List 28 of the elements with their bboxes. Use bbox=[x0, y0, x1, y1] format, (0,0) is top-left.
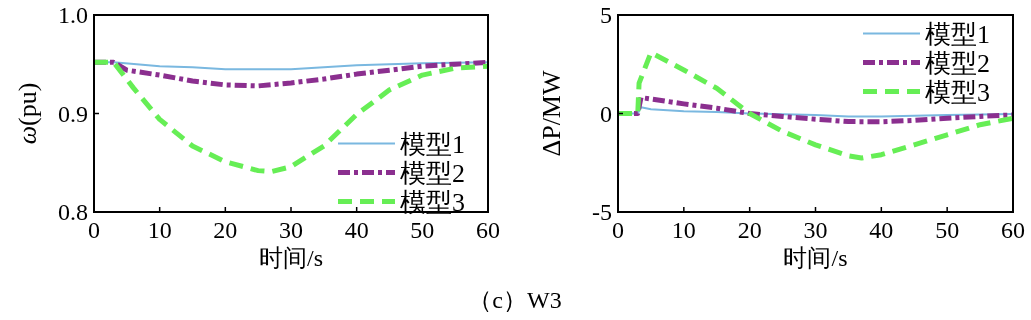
y-tick-label: 5 bbox=[600, 2, 612, 28]
legend-label: 模型2 bbox=[925, 48, 990, 78]
y-axis-title: ΔP/MW bbox=[537, 70, 566, 157]
y-tick-label: -5 bbox=[592, 199, 612, 225]
x-tick-label: 10 bbox=[671, 217, 696, 243]
legend-label: 模型1 bbox=[925, 19, 990, 49]
y-tick-label: 0.9 bbox=[58, 100, 88, 127]
y-tick-label: 0.8 bbox=[58, 199, 88, 225]
x-tick-label: 10 bbox=[147, 217, 172, 243]
y-axis-title: ω(pu) bbox=[13, 82, 42, 145]
legend-label: 模型3 bbox=[925, 77, 990, 107]
x-tick-label: 20 bbox=[213, 217, 238, 243]
x-axis-title: 时间/s bbox=[783, 245, 848, 271]
x-tick-label: 60 bbox=[476, 217, 500, 243]
x-tick-label: 60 bbox=[1001, 217, 1025, 243]
y-tick-label: 1.0 bbox=[58, 2, 88, 28]
x-axis-title: 时间/s bbox=[258, 245, 324, 271]
x-tick-label: 20 bbox=[737, 217, 762, 243]
x-tick-label: 30 bbox=[803, 217, 828, 243]
text: （c）W3 bbox=[468, 287, 562, 313]
x-tick-label: 50 bbox=[410, 217, 435, 243]
x-tick-label: 30 bbox=[279, 217, 303, 243]
legend-label: 模型1 bbox=[400, 129, 465, 159]
y-tick-label: 0 bbox=[600, 100, 612, 127]
x-tick-label: 40 bbox=[869, 217, 894, 243]
x-tick-label: 40 bbox=[344, 217, 369, 243]
legend-label: 模型2 bbox=[400, 158, 465, 188]
x-tick-label: 50 bbox=[935, 217, 960, 243]
